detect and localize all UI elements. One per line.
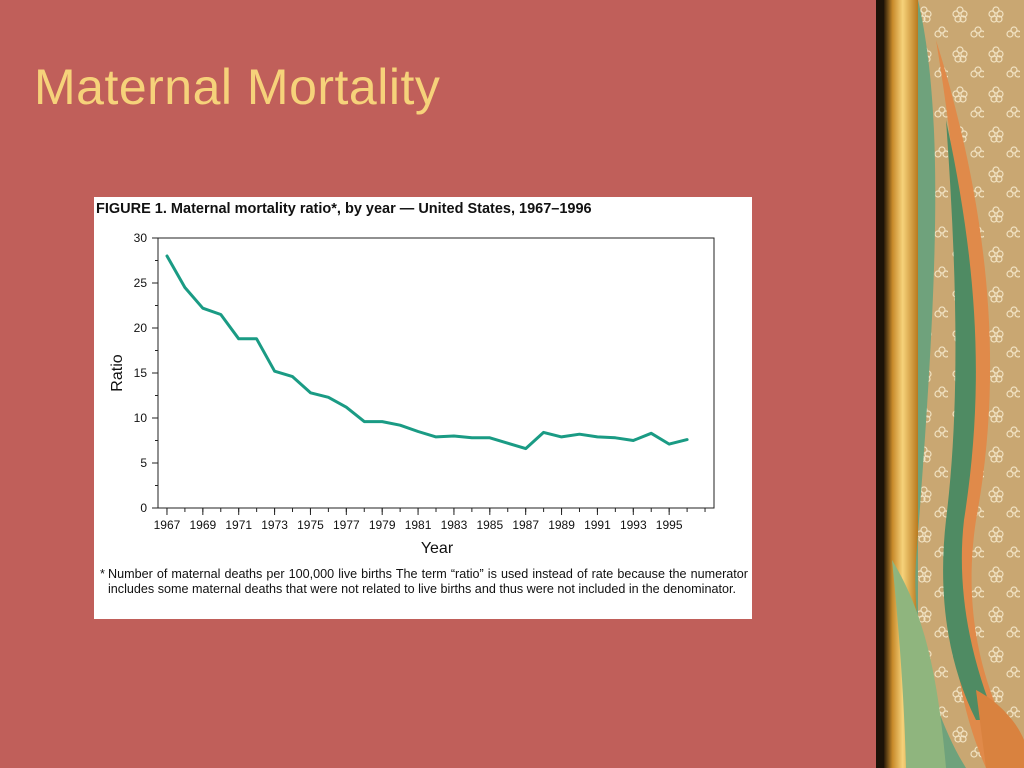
decorative-side-panel [876,0,1024,768]
x-tick-label: 1979 [369,518,396,532]
x-tick-label: 1971 [225,518,252,532]
y-tick-label: 20 [134,321,148,335]
footnote: * Number of maternal deaths per 100,000 … [100,567,748,596]
plot-frame [157,237,715,509]
figure-card: FIGURE 1. Maternal mortality ratio*, by … [94,197,752,619]
x-tick-label: 1983 [441,518,468,532]
x-tick-label: 1993 [620,518,647,532]
y-tick-label: 25 [134,276,148,290]
x-tick-label: 1981 [405,518,432,532]
x-tick-label: 1975 [297,518,324,532]
x-tick-label: 1987 [512,518,539,532]
line-chart: 0 5 10 15 20 25 30 1967 1969 1971 1973 1975 1977 197… [109,231,715,557]
footnote-text: Number of maternal deaths per 100,000 li… [108,567,748,596]
y-tick-label: 0 [140,501,147,515]
y-tick-label: 30 [134,231,148,245]
x-tick-label: 1967 [154,518,181,532]
y-tick-label: 10 [134,411,148,425]
x-tick-label: 1973 [261,518,288,532]
y-axis-label: Ratio [109,354,126,391]
y-tick-label: 15 [134,366,148,380]
x-tick-label: 1995 [656,518,683,532]
series-line [165,254,689,451]
x-tick-label: 1991 [584,518,611,532]
y-tick-label: 5 [140,456,147,470]
x-axis-label: Year [421,540,454,557]
x-tick-label: 1969 [189,518,216,532]
x-tick-label: 1985 [476,518,503,532]
footnote-mark: * [100,567,105,581]
slide-title: Maternal Mortality [34,59,441,115]
x-tick-label: 1977 [333,518,360,532]
x-tick-label: 1989 [548,518,575,532]
figure-title: FIGURE 1. Maternal mortality ratio*, by … [96,201,592,217]
